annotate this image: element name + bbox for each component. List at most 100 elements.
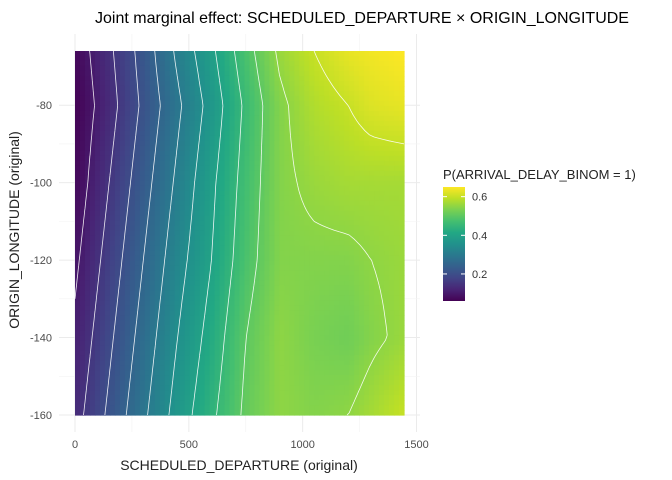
heat-cell [199, 325, 206, 331]
heat-cell [119, 410, 126, 416]
heat-cell [214, 115, 221, 122]
heat-cell [209, 335, 216, 341]
heat-cell [394, 335, 400, 341]
heat-cell [369, 140, 375, 147]
heat-cell [284, 410, 290, 416]
heat-cell [99, 365, 106, 371]
heat-cell [199, 305, 206, 311]
heat-cell [84, 65, 91, 72]
heat-cell [279, 125, 285, 132]
heat-cell [109, 285, 116, 291]
heat-cell [214, 130, 221, 137]
heat-cell [84, 155, 91, 162]
heat-cell [219, 215, 226, 222]
heat-cell [254, 165, 261, 172]
heat-cell [159, 90, 166, 97]
heat-cell [389, 150, 395, 157]
heat-cell [129, 65, 136, 72]
heat-cell [224, 170, 231, 177]
heat-cell [174, 295, 181, 301]
heat-cell [174, 180, 181, 187]
heat-cell [259, 105, 266, 112]
heat-cell [354, 170, 360, 177]
heat-cell [189, 385, 196, 391]
heat-cell [189, 335, 196, 341]
heat-cell [319, 305, 325, 311]
heat-cell [339, 375, 345, 381]
heat-cell [314, 330, 320, 336]
heat-cell [119, 325, 126, 331]
heat-cell [304, 100, 310, 107]
heat-cell [319, 300, 325, 306]
heat-cell [75, 305, 81, 311]
heat-cell [209, 210, 216, 217]
heat-cell [374, 200, 380, 207]
heat-cell [254, 195, 261, 202]
heat-cell [219, 255, 226, 262]
heat-cell [254, 240, 261, 247]
heat-cell [324, 325, 330, 331]
heat-cell [299, 275, 305, 281]
heat-cell [184, 165, 191, 172]
heat-cell [179, 150, 186, 157]
heat-cell [149, 310, 156, 316]
heat-cell [364, 70, 370, 77]
heat-cell [234, 270, 241, 276]
heat-cell [389, 165, 395, 172]
heat-cell [159, 140, 166, 147]
heat-cell [154, 400, 161, 406]
heat-cell [139, 355, 146, 361]
heat-cell [79, 185, 86, 192]
heat-cell [204, 315, 211, 321]
heat-cell [189, 125, 196, 132]
heat-cell [229, 220, 236, 227]
heat-cell [269, 400, 275, 406]
heat-cell [99, 320, 106, 326]
heat-cell [219, 275, 226, 281]
heat-cell [289, 70, 295, 77]
heat-cell [204, 185, 211, 192]
heat-cell [129, 195, 136, 202]
heat-cell [174, 125, 181, 132]
heat-cell [139, 115, 146, 122]
heat-cell [94, 170, 101, 177]
heat-cell [394, 380, 400, 386]
heat-cell [374, 170, 380, 177]
heat-cell [339, 180, 345, 187]
heat-cell [109, 210, 116, 217]
heat-cell [189, 250, 196, 257]
heat-cell [129, 375, 136, 381]
heat-cell [194, 200, 201, 207]
heat-cell [239, 55, 246, 62]
heat-cell [269, 225, 275, 232]
heat-cell [94, 225, 101, 232]
heat-cell [314, 285, 320, 291]
heat-cell [159, 305, 166, 311]
heat-cell [384, 275, 390, 281]
heat-cell [389, 185, 395, 192]
heat-cell [339, 190, 345, 197]
heat-cell [294, 235, 300, 242]
heat-cell [264, 260, 270, 267]
heat-cell [394, 115, 400, 122]
heat-cell [194, 240, 201, 247]
heat-cell [379, 180, 385, 187]
heat-cell [219, 195, 226, 202]
heat-cell [224, 130, 231, 137]
heat-cell [329, 320, 335, 326]
heat-cell [299, 120, 305, 127]
heat-cell [309, 230, 315, 237]
heat-cell [374, 130, 380, 137]
heat-cell [384, 230, 390, 237]
heat-cell [189, 85, 196, 92]
heat-cell [264, 300, 270, 306]
heat-cell [214, 290, 221, 296]
heat-cell [199, 385, 206, 391]
heat-cell [334, 170, 340, 177]
heat-cell [214, 275, 221, 281]
heat-cell [75, 260, 81, 267]
heat-cell [289, 260, 295, 267]
heat-cell [299, 320, 305, 326]
heat-cell [194, 250, 201, 257]
heat-cell [169, 315, 176, 321]
